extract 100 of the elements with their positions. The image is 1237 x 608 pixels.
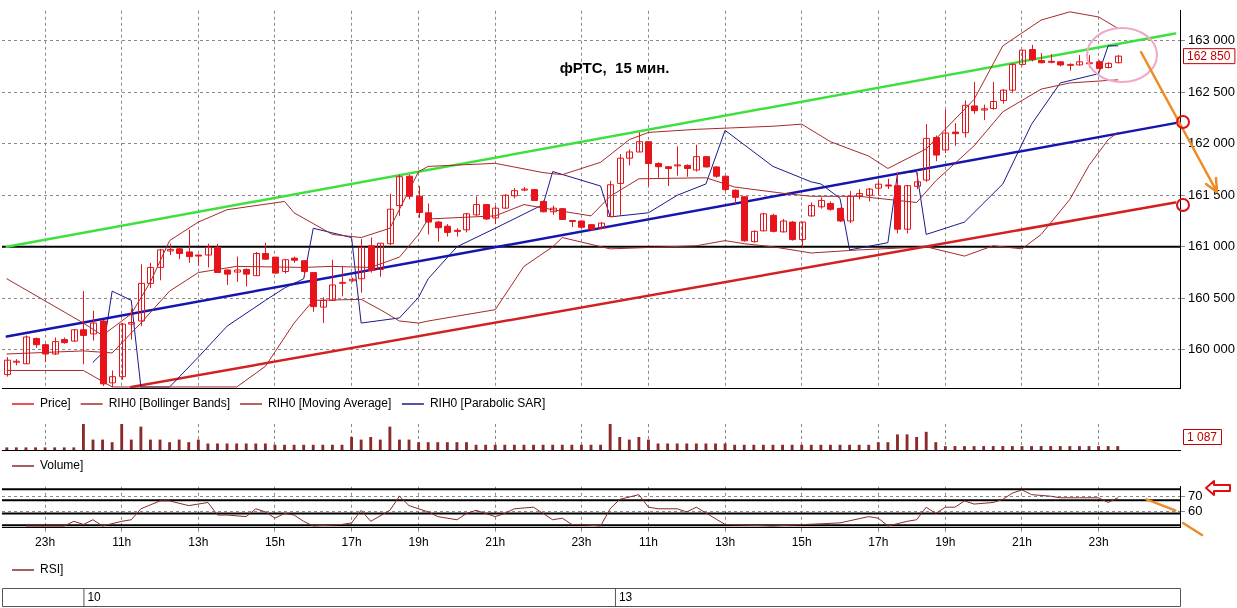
bar	[570, 444, 574, 450]
bar	[378, 439, 382, 450]
bar	[484, 444, 488, 450]
x-tick-label: 15h	[264, 535, 285, 550]
bar	[819, 444, 823, 450]
bar	[1078, 446, 1081, 450]
bar	[426, 442, 430, 450]
candlestick	[1009, 62, 1016, 93]
y-tick-label: 70	[1188, 487, 1203, 503]
bar	[876, 442, 880, 450]
bar	[723, 443, 727, 450]
candlestick	[502, 193, 509, 210]
bar	[321, 444, 325, 450]
legend-label: Price]	[40, 396, 71, 411]
bar	[34, 447, 37, 450]
bar	[781, 444, 784, 450]
candlestick	[473, 195, 480, 217]
bar	[761, 444, 765, 450]
bar	[350, 437, 354, 450]
x-tick-label: 23h	[1088, 535, 1109, 550]
candlestick	[760, 212, 767, 232]
candlestick	[799, 221, 806, 249]
bar	[139, 426, 143, 450]
bar	[685, 443, 689, 450]
bar	[800, 444, 804, 450]
bar	[436, 442, 440, 450]
candlestick	[320, 296, 327, 324]
x-tick-label: 13h	[715, 535, 736, 550]
candlestick	[80, 290, 87, 365]
bar	[445, 442, 449, 450]
candlestick	[617, 153, 624, 217]
bar	[1097, 446, 1101, 450]
x-tick-label: 21h	[485, 535, 506, 550]
bar	[982, 446, 986, 450]
text: 10	[87, 590, 102, 605]
bar	[110, 442, 114, 450]
bar	[101, 439, 104, 450]
candlestick	[377, 242, 384, 278]
legend-label: Volume]	[40, 458, 84, 473]
bar	[599, 444, 603, 450]
candlestick	[693, 144, 700, 173]
bar	[704, 443, 708, 450]
bar	[637, 437, 641, 450]
candlestick	[607, 180, 614, 218]
bar	[934, 442, 938, 450]
bar	[216, 443, 219, 450]
candlestick	[157, 248, 164, 281]
legend-label: RIH0 [Bollinger Bands]	[108, 396, 231, 411]
bar	[828, 444, 832, 450]
bar	[733, 444, 737, 450]
candlestick	[942, 109, 949, 154]
bar	[915, 437, 919, 450]
bar	[225, 443, 229, 450]
bar	[474, 444, 478, 450]
candlestick	[665, 165, 672, 187]
candlestick	[1000, 88, 1007, 105]
bar	[694, 443, 698, 450]
bar	[235, 443, 239, 450]
bar	[972, 446, 976, 450]
bar	[714, 443, 717, 450]
legend-label: RSI]	[40, 562, 64, 577]
bar	[311, 444, 315, 450]
x-tick-label: 13h	[188, 535, 209, 550]
y-tick-label: 163 000	[1188, 32, 1235, 48]
bar	[1068, 446, 1072, 450]
bar	[302, 444, 306, 450]
bar	[263, 443, 267, 450]
bar	[196, 439, 200, 450]
bar	[991, 446, 995, 450]
bar	[187, 442, 191, 450]
text: фРТС, 15 мин.	[559, 58, 670, 76]
candlestick	[339, 265, 346, 297]
candlestick	[282, 259, 289, 275]
candlestick	[147, 262, 154, 289]
bar	[848, 444, 852, 450]
y-tick-label: 60	[1188, 503, 1203, 519]
bar	[53, 447, 57, 450]
bar	[62, 447, 66, 450]
bar	[627, 439, 631, 450]
x-tick-label: 11h	[112, 535, 132, 550]
bar	[5, 447, 9, 450]
bar	[579, 444, 583, 450]
bar	[1039, 446, 1043, 450]
x-tick-label: 19h	[408, 535, 429, 550]
bar	[503, 444, 507, 450]
candlestick	[962, 99, 969, 139]
bar	[608, 424, 612, 450]
bar	[809, 444, 813, 450]
bar	[790, 444, 794, 450]
x-tick-label: 21h	[1011, 535, 1032, 550]
bar	[493, 444, 497, 450]
bar	[244, 443, 248, 450]
legend-label: RIH0 [Moving Average]	[268, 396, 392, 411]
candlestick	[463, 212, 470, 233]
bar	[177, 439, 181, 450]
bar	[1049, 446, 1053, 450]
bar	[560, 444, 564, 450]
x-tick-label: 23h	[35, 535, 56, 550]
candlestick	[109, 369, 116, 388]
candlestick	[4, 356, 11, 378]
